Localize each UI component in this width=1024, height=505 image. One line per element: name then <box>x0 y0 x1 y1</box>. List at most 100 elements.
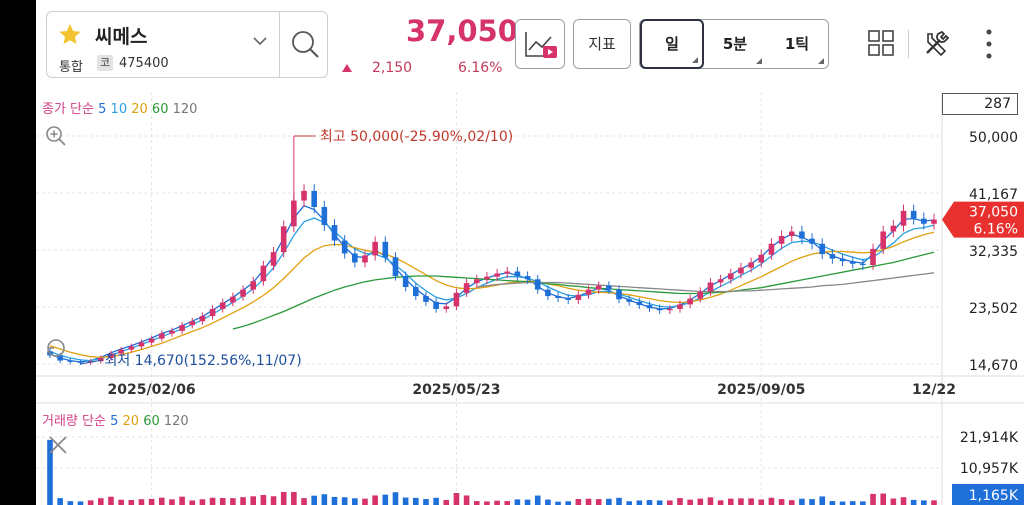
chart-type-button[interactable] <box>515 19 565 69</box>
x-tick-label: 2025/09/05 <box>717 382 805 398</box>
volume-bar <box>839 501 846 505</box>
volume-tick-label: 10,957K <box>960 461 1019 477</box>
volume-bar <box>819 496 826 505</box>
candle <box>555 296 561 298</box>
candle <box>636 301 643 306</box>
candle <box>321 206 328 226</box>
legend-ma10: 10 <box>110 102 128 117</box>
volume-bar <box>392 492 399 505</box>
volume-bar <box>47 439 53 505</box>
vol-legend-ma5: 5 <box>110 414 119 429</box>
volume-bar <box>148 498 155 505</box>
volume-bar <box>352 498 358 505</box>
reset-view-icon[interactable] <box>44 336 68 360</box>
candle <box>646 305 653 309</box>
volume-bar <box>189 500 196 505</box>
candle <box>453 292 460 307</box>
candle <box>697 291 704 299</box>
volume-bar <box>504 501 511 505</box>
candle <box>626 299 632 302</box>
volume-bar <box>98 498 104 505</box>
candle <box>341 240 348 254</box>
y-tick-label: 23,502 <box>969 301 1018 317</box>
candle <box>880 231 886 249</box>
volume-bar <box>534 495 541 505</box>
candle <box>443 306 450 309</box>
up-arrow-icon <box>342 64 352 72</box>
indicator-button[interactable]: 지표 <box>573 19 631 69</box>
layout-grid-icon[interactable] <box>868 30 894 56</box>
candle-count[interactable]: 287 <box>942 93 1018 115</box>
line-chart-icon <box>525 32 557 58</box>
candle <box>189 321 196 326</box>
zoom-in-icon[interactable] <box>44 124 68 148</box>
candle <box>494 273 500 277</box>
search-icon[interactable] <box>287 24 323 64</box>
candle <box>128 346 135 350</box>
volume-bar <box>158 497 165 505</box>
candle <box>209 308 216 317</box>
volume-bar <box>565 501 572 505</box>
candle <box>219 302 226 309</box>
candle <box>778 236 785 244</box>
volume-bar <box>809 499 815 505</box>
candle <box>870 248 876 266</box>
ma-line-5 <box>49 204 935 363</box>
y-tick-label: 41,167 <box>969 187 1018 203</box>
close-icon[interactable] <box>44 431 72 459</box>
favorite-star-icon[interactable] <box>57 22 83 48</box>
corner-marker <box>692 57 698 63</box>
more-options-icon[interactable] <box>984 28 994 60</box>
candle <box>199 316 206 322</box>
market-label: 통합 <box>59 60 83 75</box>
period-tick-button[interactable]: 1틱 <box>766 20 828 68</box>
volume-bar <box>788 500 795 505</box>
volume-bar <box>484 501 490 505</box>
volume-bar <box>240 497 246 505</box>
volume-bar <box>910 499 917 505</box>
volume-bar <box>616 497 622 505</box>
candle <box>799 231 805 239</box>
corner-marker <box>756 58 762 64</box>
candle <box>738 267 744 274</box>
volume-legend-title: 거래량 단순 <box>42 414 106 429</box>
chevron-down-icon[interactable] <box>253 36 267 46</box>
candle <box>616 289 622 300</box>
volume-legend: 거래량 단순 5 20 60 120 <box>42 410 189 429</box>
candle <box>809 238 815 244</box>
tools-icon[interactable] <box>923 29 951 57</box>
volume-bar <box>382 494 389 505</box>
candle <box>250 281 257 290</box>
volume-bar <box>179 496 185 505</box>
volume-bar <box>778 499 785 505</box>
low-annotation: 최저 14,670(152.56%,11/07) <box>104 353 301 369</box>
volume-bar <box>890 498 897 505</box>
volume-bar <box>453 492 460 505</box>
volume-bar <box>860 501 866 505</box>
stock-name: 씨메스 <box>95 26 148 48</box>
ma-line-120 <box>476 272 935 293</box>
volume-bar <box>494 500 500 505</box>
candle <box>656 308 663 311</box>
candle <box>179 325 185 331</box>
candle <box>331 225 338 241</box>
volume-bar <box>209 497 216 505</box>
volume-bar <box>555 501 561 505</box>
volume-bar <box>697 498 704 505</box>
volume-bar <box>931 500 937 505</box>
period-5min-button[interactable]: 5분 <box>704 20 766 68</box>
volume-bar <box>260 495 267 505</box>
period-day-button[interactable]: 일 <box>640 19 704 69</box>
period-5min-label: 5분 <box>722 35 748 53</box>
stock-selector[interactable]: 씨메스 통합 코 475400 <box>46 11 328 78</box>
candle <box>717 279 724 283</box>
price-chart[interactable]: 50,000 41,167 32,335 23,502 14,670 2025/02/06… <box>36 0 1024 505</box>
volume-bar <box>67 501 74 505</box>
candle <box>707 282 714 292</box>
volume-bar <box>677 498 683 505</box>
volume-bar <box>402 497 409 505</box>
candle <box>606 285 612 290</box>
candle <box>504 271 511 274</box>
volume-bar <box>595 499 602 505</box>
volume-bar <box>321 494 328 505</box>
